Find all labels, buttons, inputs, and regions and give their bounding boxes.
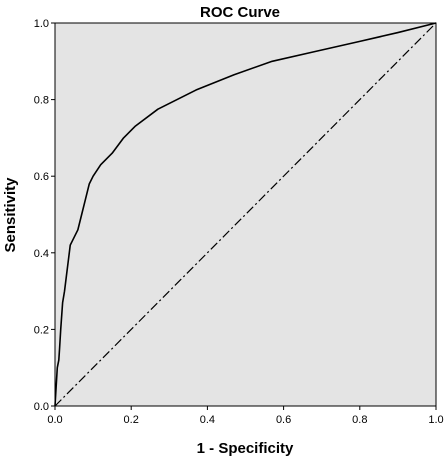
y-axis-label: Sensitivity (2, 177, 19, 253)
x-tick-label: 1.0 (428, 414, 443, 426)
x-tick-label: 0.6 (276, 414, 291, 426)
reference-diagonal-line (54, 22, 437, 407)
y-tick-label: 0.0 (34, 401, 49, 413)
x-tick-label: 0.8 (352, 414, 367, 426)
y-tick-label: 0.2 (34, 324, 49, 336)
x-axis-label: 1 - Specificity (197, 440, 294, 457)
x-tick-label: 0.4 (200, 414, 215, 426)
x-tick-label: 0.0 (47, 414, 62, 426)
y-tick-label: 1.0 (34, 18, 49, 30)
y-tick-label: 0.4 (34, 248, 49, 260)
roc-curve-line (54, 22, 437, 407)
x-tick-label: 0.2 (124, 414, 139, 426)
y-tick-label: 0.6 (34, 171, 49, 183)
chart-title: ROC Curve (200, 4, 280, 21)
y-tick-label: 0.8 (34, 95, 49, 107)
